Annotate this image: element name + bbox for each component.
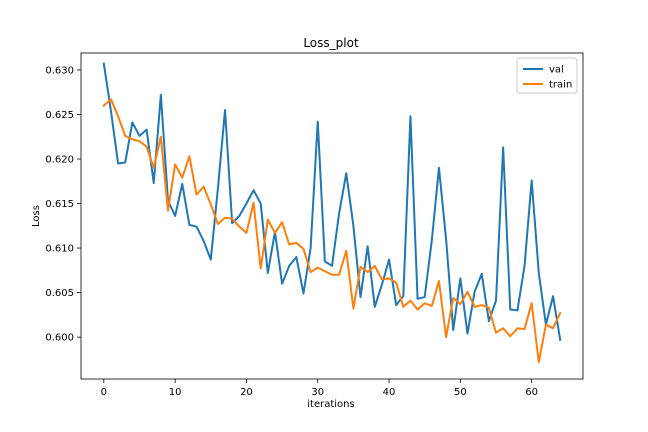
- x-tick-label: 10: [169, 387, 182, 398]
- y-tick-label: 0.625: [45, 110, 74, 121]
- x-tick-label: 0: [101, 387, 107, 398]
- y-tick-label: 0.600: [45, 333, 74, 344]
- series-line-train: [102, 98, 562, 364]
- y-axis-label: Loss: [31, 205, 42, 227]
- x-tick-label: 60: [525, 387, 538, 398]
- y-tick-label: 0.610: [45, 244, 74, 255]
- x-tick-label: 40: [383, 387, 396, 398]
- legend-label-train: train: [549, 80, 572, 91]
- plot-area: 0 10 20 30 40 50 60 0.600 0.605 0.610 0.615 0.620 0.…: [45, 52, 584, 398]
- x-tick-label: 50: [454, 387, 467, 398]
- y-tick-label: 0.620: [45, 154, 74, 165]
- x-tick-label: 30: [311, 387, 324, 398]
- axes-frame: [80, 52, 584, 380]
- legend-label-val: val: [549, 65, 564, 76]
- x-tick-label: 20: [240, 387, 253, 398]
- y-tick-label: 0.605: [45, 288, 74, 299]
- y-tick-label: 0.630: [45, 65, 74, 76]
- chart-title: Loss_plot: [303, 36, 359, 50]
- x-axis-label: iterations: [307, 399, 354, 410]
- y-tick-label: 0.615: [45, 199, 74, 210]
- series-line-val: [102, 62, 562, 341]
